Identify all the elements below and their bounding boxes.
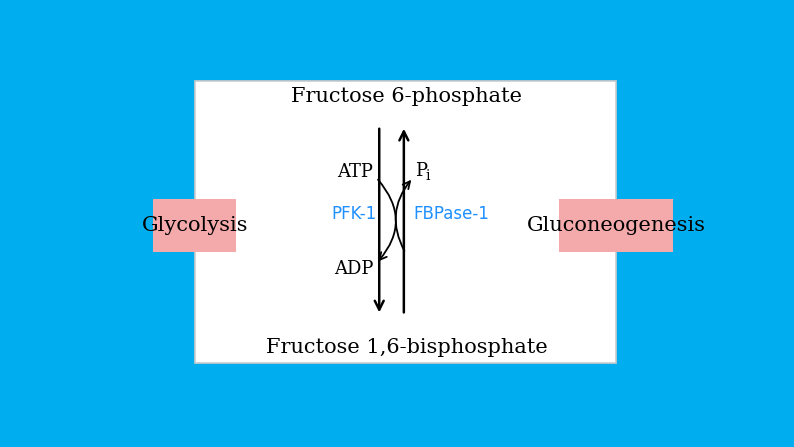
Text: FBPase-1: FBPase-1 bbox=[413, 205, 489, 223]
Text: Fructose 6-phosphate: Fructose 6-phosphate bbox=[291, 87, 522, 106]
Text: i: i bbox=[426, 169, 430, 183]
Text: P: P bbox=[415, 162, 427, 180]
FancyArrowPatch shape bbox=[378, 180, 396, 260]
Text: PFK-1: PFK-1 bbox=[331, 205, 376, 223]
Text: ADP: ADP bbox=[333, 260, 373, 278]
Text: Glycolysis: Glycolysis bbox=[141, 216, 248, 235]
FancyBboxPatch shape bbox=[153, 199, 236, 253]
FancyArrowPatch shape bbox=[395, 181, 410, 251]
Text: ATP: ATP bbox=[337, 164, 373, 181]
FancyBboxPatch shape bbox=[195, 81, 616, 363]
Text: Fructose 1,6-bisphosphate: Fructose 1,6-bisphosphate bbox=[266, 338, 548, 358]
FancyBboxPatch shape bbox=[559, 199, 673, 253]
Text: Gluconeogenesis: Gluconeogenesis bbox=[526, 216, 706, 235]
